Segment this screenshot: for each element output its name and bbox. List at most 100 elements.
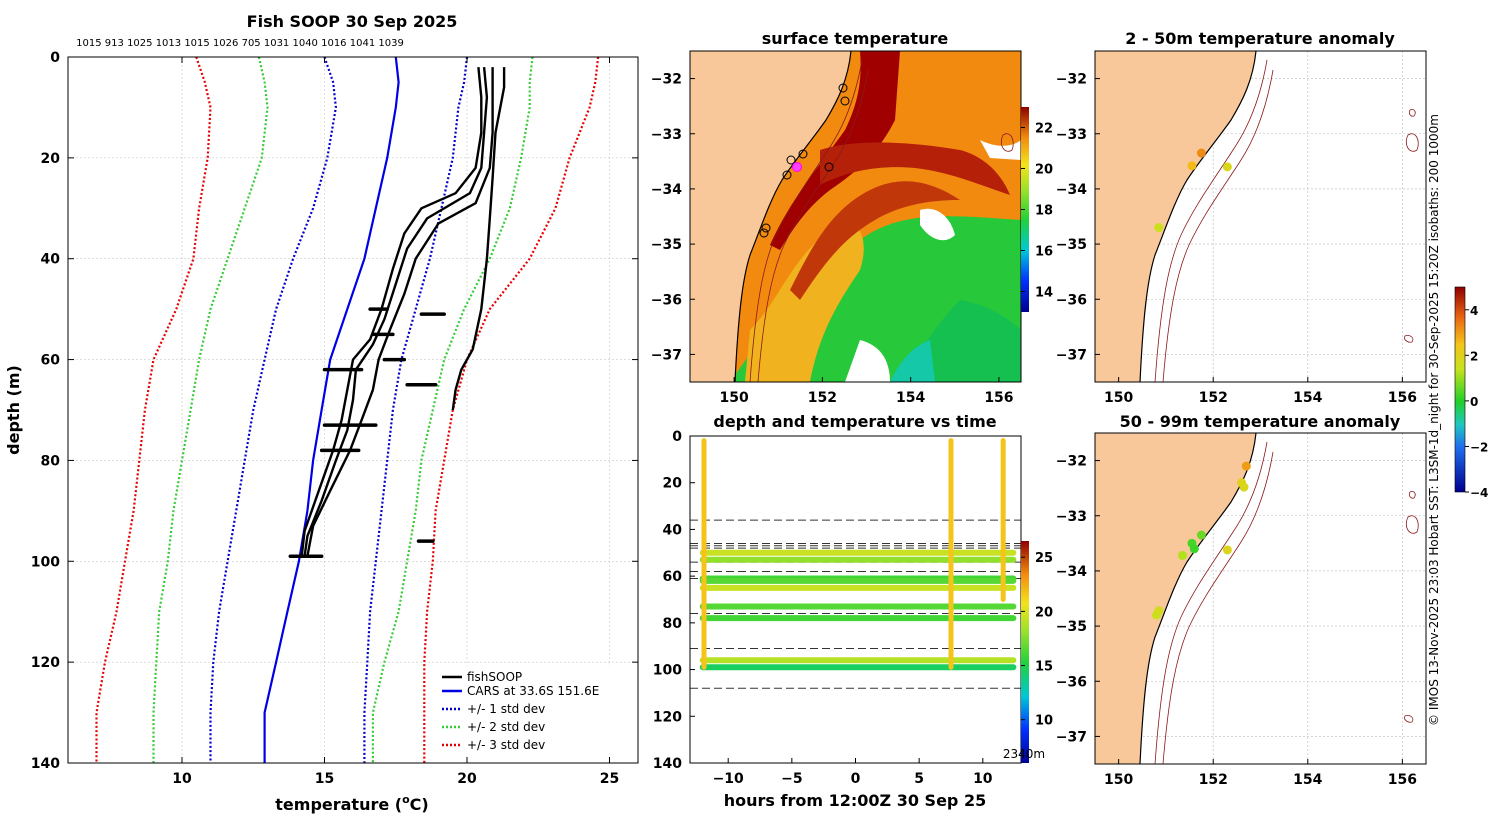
anomaly-2-50-panel: 2 - 50m temperature anomaly 150 152 154 156… [1056,29,1427,406]
sst-colorbar-tick-label: 16 [1035,245,1053,260]
profile-axes-box [67,56,639,764]
depth-time-ytick-label: 60 [663,569,683,585]
profile-ytick-label: 140 [31,756,60,772]
depth-time-colorbar-tick-label: 25 [1035,551,1053,566]
depth-time-panel: depth and temperature vs time −10 −5 0 5 10 0… [653,412,1053,810]
profile-ytick-label: 60 [41,353,61,369]
sst-colorbar-tick-label: 14 [1035,286,1053,301]
anomaly-50-99-point [1154,606,1164,616]
anomaly-50-99-point [1177,550,1187,560]
profile-xtick-label: 20 [457,771,477,787]
depth-time-title: depth and temperature vs time [713,412,996,431]
anomaly-50-99-ytick-label: −35 [1056,619,1087,635]
sst-map-ytick-label: −34 [651,182,682,198]
legend-std1: +/- 1 std dev [467,702,545,716]
anomaly-50-99-point [1196,530,1206,540]
depth-time-colorbar-note: 2340m [1003,747,1045,761]
profile-ytick-label: 100 [31,554,60,570]
anomaly-50-99-ytick-label: −34 [1056,564,1087,580]
depth-time-ytick-label: 80 [663,616,683,632]
anomaly-50-99-axes-box [1094,432,1427,765]
depth-time-xtick-label: 0 [851,771,861,787]
anomaly-2-50-point [1154,223,1164,233]
anomaly-2-50-xtick-label: 156 [1388,390,1417,406]
profile-legend: fishSOOP CARS at 33.6S 151.6E +/- 1 std … [435,665,629,757]
sst-map-ytick-label: −36 [651,292,682,308]
profile-ticks: 10 15 20 25 0 20 40 60 80 100 120 140 [31,50,638,787]
anomaly-2-50-land [1095,51,1256,382]
anomaly-50-99-ytick-label: −32 [1056,454,1087,470]
sst-colorbar-tick-label: 22 [1035,122,1053,137]
anomaly-50-99-xtick-label: 150 [1104,772,1133,788]
sst-map-ytick-label: −33 [651,127,682,143]
depth-time-xtick-label: −5 [781,771,802,787]
sst-map-xtick-label: 154 [896,390,925,406]
anomaly-colorbar-tick-label: 0 [1470,395,1478,409]
sst-profile-location [792,162,802,172]
anomaly-colorbar-tick-label: 2 [1470,349,1478,363]
fish-cast-4 [451,67,506,411]
sst-map-xtick-label: 152 [808,390,837,406]
sst-isobath-1000 [757,69,869,382]
anomaly-2-50-ytick-label: −33 [1056,127,1087,143]
depth-time-colorbar-tick-label: 10 [1035,714,1053,729]
sst-coastline [734,51,852,382]
sst-land [690,51,851,382]
sst-colorbar-tick-label: 18 [1035,204,1053,219]
depth-time-ytick-label: 20 [663,476,683,492]
depth-time-xtick-label: −10 [713,771,744,787]
sst-title: surface temperature [762,29,949,48]
depth-time-xtick-label: 5 [914,771,924,787]
profile-xtick-label: 25 [600,771,619,787]
depth-time-ytick-label: 40 [663,522,683,538]
anomaly-50-99-points [1151,461,1251,620]
sst-map-ytick-label: −32 [651,72,682,88]
anomaly-2-50-points [1154,148,1232,233]
profile-xtick-label: 10 [172,771,192,787]
legend-std2: +/- 2 std dev [467,720,545,734]
anomaly-50-99-point [1189,544,1199,554]
anomaly-2-50-ytick-label: −35 [1056,237,1087,253]
depth-time-colorbar-tick-label: 15 [1035,660,1053,675]
anomaly-50-99-xtick-label: 152 [1199,772,1228,788]
depth-time-colorbar-tick-label: 20 [1035,605,1053,620]
anomaly-2-50-point [1187,161,1197,171]
sst-map-xtick-label: 150 [720,390,749,406]
anomaly-50-99-ticks: 150 152 154 156 −32 −33 −34 −35 −36 −37 [1056,454,1417,788]
anomaly-50-99-point [1241,461,1251,471]
anomaly-colorbar-tick-label: −4 [1470,486,1488,500]
anomaly-50-99-grid [1095,433,1426,764]
depth-time-colorbar [1021,541,1029,763]
anomaly-50-99-xtick-label: 156 [1388,772,1417,788]
anomaly-colorbar-ticks: −4 −2 0 2 4 [1465,304,1488,500]
profile-xtick-label: 15 [315,771,334,787]
profile-grid [68,56,638,764]
fish-cast-3 [306,67,494,557]
std1-right-line [363,56,469,763]
anomaly-50-99-panel: 50 - 99m temperature anomaly 150 152 154 15… [1056,412,1427,788]
std3-right-line [423,56,600,763]
anomaly-2-50-ytick-label: −36 [1056,292,1087,308]
profile-xlabel: temperature (oC) [275,793,428,814]
legend-fish: fishSOOP [467,670,522,684]
profile-ytick-label: 40 [41,252,61,268]
anomaly-colorbar-tick-label: −2 [1470,440,1488,454]
legend-cars: CARS at 33.6S 151.6E [467,684,599,698]
sst-isobath-200 [749,59,863,382]
anomaly-50-99-title: 50 - 99m temperature anomaly [1120,412,1401,431]
anomaly-50-99-xtick-label: 154 [1293,772,1322,788]
anomaly-2-50-ticks: 150 152 154 156 −32 −33 −34 −35 −36 −37 [1056,72,1417,406]
legend-std3: +/- 3 std dev [467,738,545,752]
depth-time-ytick-label: 120 [653,709,682,725]
sst-colorbar-tick-label: 20 [1035,163,1053,178]
sst-map-xtick-label: 156 [984,390,1013,406]
depth-time-ytick-label: 0 [672,429,682,445]
anomaly-2-50-xtick-label: 150 [1104,390,1133,406]
depth-time-xlabel: hours from 12:00Z 30 Sep 25 [724,791,986,810]
anomaly-50-99-ytick-label: −36 [1056,674,1087,690]
depth-time-xtick-label: 10 [973,771,993,787]
anomaly-colorbar [1454,286,1466,493]
anomaly-2-50-ytick-label: −37 [1056,347,1087,363]
sst-map-ytick-label: −37 [651,347,682,363]
depth-time-ytick-label: 140 [653,756,682,772]
